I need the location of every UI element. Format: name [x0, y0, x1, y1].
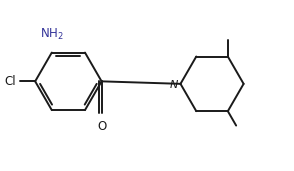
- Text: O: O: [97, 120, 106, 133]
- Text: N: N: [170, 81, 178, 90]
- Text: Cl: Cl: [4, 75, 16, 88]
- Text: NH$_2$: NH$_2$: [40, 27, 64, 42]
